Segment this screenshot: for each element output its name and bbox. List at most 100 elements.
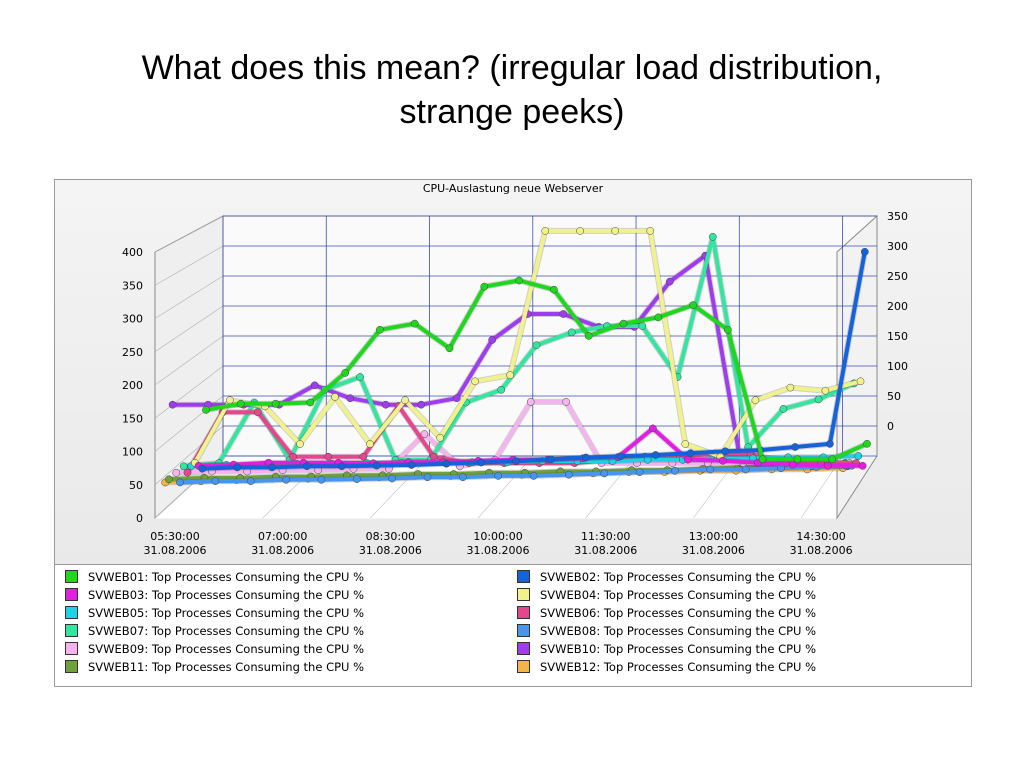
y-tick-label-right: 350 (887, 210, 908, 223)
data-point (567, 328, 576, 337)
series-line (205, 278, 868, 462)
data-point (793, 455, 802, 464)
data-point (417, 400, 426, 409)
data-point (506, 371, 514, 379)
data-point (515, 276, 523, 285)
data-point (565, 470, 573, 479)
data-point (346, 394, 355, 403)
legend-label: SVWEB07: Top Processes Consuming the CPU… (88, 624, 365, 638)
chart-title: CPU-Auslastung neue Webserver (422, 182, 604, 195)
data-point (310, 381, 319, 390)
chart-box: 0 50 100 150 200 250 300 350 400 0 50 100 150 200 250 3… (122, 210, 908, 557)
data-point (584, 332, 593, 340)
data-point (684, 455, 692, 464)
x-tick-time: 11:30:00 (581, 530, 630, 543)
x-tick-date: 31.08.2006 (790, 544, 853, 557)
gridline-side (154, 245, 224, 286)
data-point (445, 344, 454, 353)
legend-label: SVWEB10: Top Processes Consuming the CPU… (540, 642, 817, 656)
data-point (381, 400, 390, 409)
slide-title-line-2: strange peeks) (399, 93, 625, 131)
data-point (211, 477, 220, 485)
data-point (306, 398, 315, 407)
gridline-floor (585, 455, 637, 519)
legend-swatch (517, 642, 530, 655)
data-point (388, 474, 396, 483)
legend-item: SVWEB08: Top Processes Consuming the CPU… (517, 624, 816, 641)
legend-item: SVWEB04: Top Processes Consuming the CPU… (517, 588, 816, 605)
data-point (477, 458, 486, 467)
data-point (423, 473, 432, 482)
legend-item: SVWEB09: Top Processes Consuming the CPU… (65, 642, 364, 659)
data-point (233, 463, 242, 472)
data-point (858, 461, 867, 470)
data-point (324, 452, 333, 461)
series-line (183, 234, 855, 469)
legend-item: SVWEB03: Top Processes Consuming the CPU… (65, 588, 364, 605)
y-tick-label-left: 350 (122, 279, 143, 292)
data-point (718, 456, 727, 465)
legend-item: SVWEB11: Top Processes Consuming the CPU… (65, 660, 364, 677)
y-tick-label-left: 0 (136, 512, 143, 525)
legend-swatch (517, 588, 530, 601)
data-point (758, 455, 767, 464)
legend-label: SVWEB06: Top Processes Consuming the CPU… (540, 606, 817, 620)
data-point (236, 399, 245, 408)
y-tick-label-left: 100 (122, 446, 143, 459)
legend-item: SVWEB06: Top Processes Consuming the CPU… (517, 606, 816, 623)
series-1 (202, 276, 871, 464)
legend-swatch (65, 642, 78, 655)
data-point (459, 473, 467, 482)
legend-swatch (65, 570, 78, 583)
gridline-side (154, 335, 224, 386)
data-point (282, 475, 290, 484)
gridline-side (154, 305, 224, 352)
legend-item: SVWEB02: Top Processes Consuming the CPU… (517, 570, 816, 587)
legend-item: SVWEB10: Top Processes Consuming the CPU… (517, 642, 816, 659)
x-tick-time: 08:30:00 (366, 530, 415, 543)
data-point (576, 227, 585, 235)
data-point (741, 465, 750, 474)
legend-swatch (65, 660, 78, 673)
series-line (179, 463, 852, 485)
chart-plot-area: 0 50 100 150 200 250 300 350 400 0 50 100 150 200 250 3… (55, 180, 971, 565)
data-point (253, 408, 262, 417)
data-point (856, 377, 865, 386)
x-tick-time: 13:00:00 (689, 530, 738, 543)
data-point (497, 385, 506, 394)
x-tick-time: 10:00:00 (473, 530, 522, 543)
y-tick-label-right: 100 (887, 360, 908, 373)
data-point (165, 475, 173, 484)
y-tick-label-right: 0 (887, 420, 894, 433)
y-tick-label-right: 50 (887, 390, 901, 403)
data-point (823, 461, 832, 470)
gridline-floor (477, 455, 534, 519)
data-point (529, 472, 538, 480)
data-point (289, 452, 297, 461)
y-tick-label-right: 150 (887, 330, 908, 343)
legend-item: SVWEB07: Top Processes Consuming the CPU… (65, 624, 364, 641)
data-point (356, 373, 364, 381)
data-point (471, 377, 479, 386)
legend-swatch (517, 660, 530, 673)
data-point (268, 463, 276, 472)
legend-swatch (65, 606, 78, 619)
data-point (407, 461, 416, 469)
data-point (337, 462, 346, 471)
data-point (303, 462, 311, 471)
data-point (452, 394, 461, 403)
x-tick-date: 31.08.2006 (467, 544, 530, 557)
legend-label: SVWEB02: Top Processes Consuming the CPU… (540, 570, 817, 584)
data-point (686, 449, 695, 458)
data-point (541, 227, 550, 235)
data-point (616, 452, 625, 461)
data-point (638, 322, 647, 330)
data-point (359, 452, 368, 461)
data-point (172, 468, 181, 477)
x-tick-date: 31.08.2006 (144, 544, 207, 557)
data-point (176, 478, 184, 487)
data-point (372, 461, 381, 470)
data-point (646, 227, 655, 235)
data-point (366, 440, 374, 448)
series-2 (198, 247, 869, 473)
